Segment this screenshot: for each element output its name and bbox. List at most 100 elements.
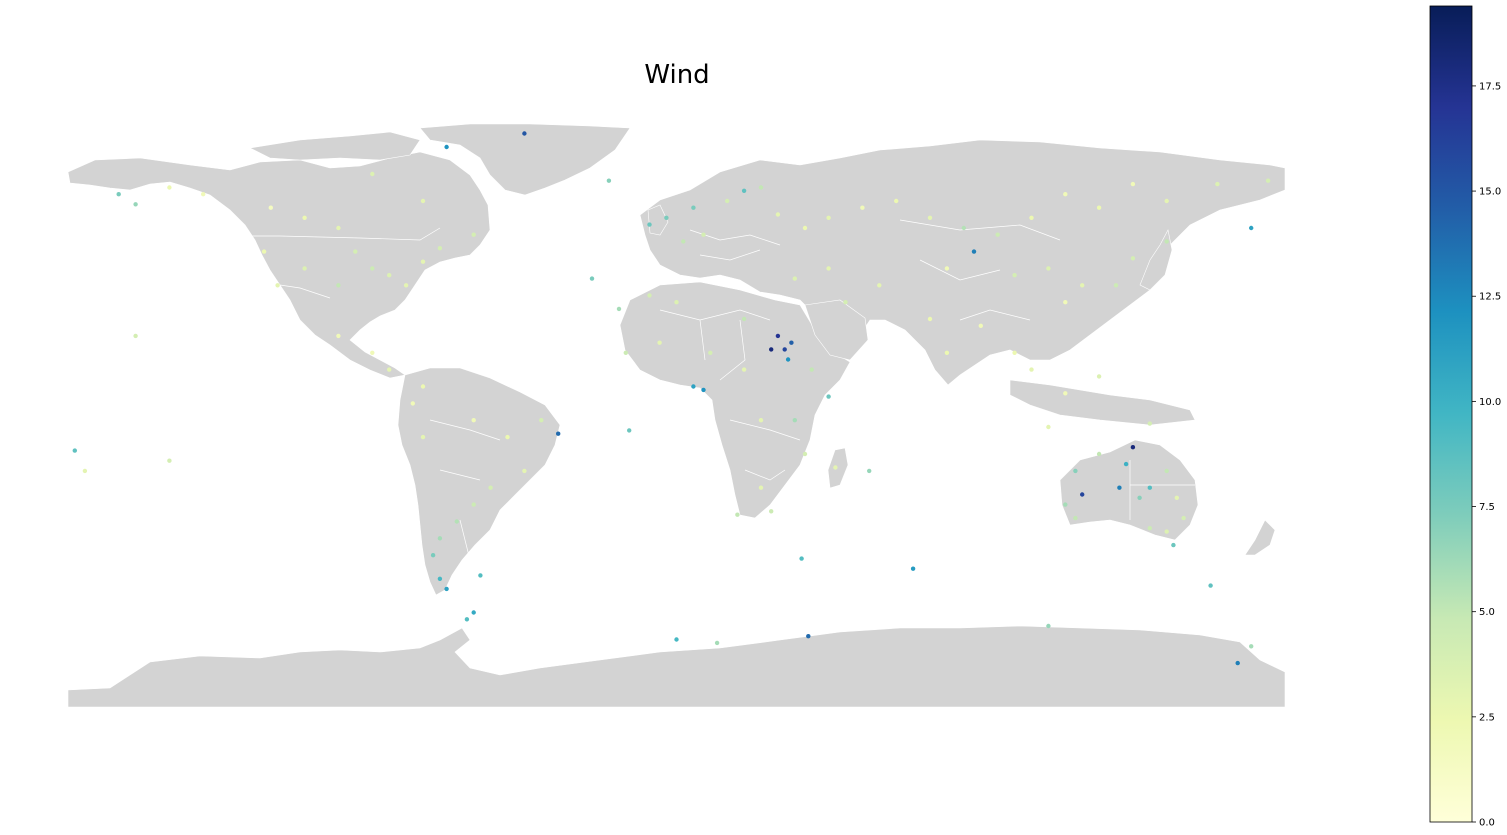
station-point	[799, 556, 804, 561]
new-zealand-landmass	[1244, 519, 1276, 556]
station-point	[1164, 529, 1169, 534]
station-point	[522, 468, 527, 474]
station-point	[910, 566, 916, 571]
station-point	[1096, 451, 1102, 457]
station-point	[471, 610, 476, 615]
station-point	[674, 637, 679, 642]
station-point	[275, 283, 280, 288]
station-point	[1123, 461, 1129, 467]
station-point	[116, 192, 121, 197]
station-point	[268, 205, 273, 210]
madagascar-landmass	[827, 447, 849, 489]
station-point	[708, 350, 713, 355]
station-point	[674, 300, 679, 305]
station-point	[714, 640, 720, 646]
station-point	[1063, 391, 1068, 396]
station-point	[1063, 502, 1068, 507]
station-point	[681, 239, 686, 244]
country-borders	[200, 219, 1195, 561]
border-africa-a	[659, 309, 771, 381]
station-point	[1171, 542, 1176, 548]
station-point	[971, 249, 977, 254]
border-usa-mexico	[259, 281, 331, 299]
station-point	[556, 431, 561, 436]
colorbar-tick-label: 12.5	[1479, 292, 1501, 303]
station-point	[1249, 225, 1254, 231]
station-point	[403, 283, 409, 288]
station-point	[336, 225, 341, 231]
station-point	[802, 225, 808, 231]
station-point	[1096, 205, 1102, 210]
station-point	[1235, 660, 1240, 666]
colorbar-ticks: 0.0 2.5 5.0 7.5 10.0 12.5 15.0 17.5	[1472, 81, 1501, 829]
station-point	[1080, 492, 1085, 497]
station-point	[623, 350, 628, 355]
station-point	[741, 188, 747, 193]
station-point	[691, 205, 696, 210]
station-point	[1147, 485, 1153, 490]
border-usa-canada	[200, 227, 441, 241]
station-point	[471, 502, 476, 507]
station-point	[701, 387, 706, 393]
station-point	[1029, 367, 1034, 372]
station-point	[978, 323, 983, 328]
station-point	[302, 266, 307, 271]
station-point	[1265, 178, 1271, 183]
colorbar-tick-label: 0.0	[1479, 818, 1495, 829]
station-point	[1117, 485, 1122, 490]
station-point	[1181, 515, 1186, 521]
station-point	[775, 212, 781, 217]
station-point	[1130, 256, 1136, 261]
station-point	[72, 448, 78, 453]
station-point	[1130, 181, 1136, 187]
station-point	[792, 418, 797, 423]
station-point	[1215, 181, 1220, 187]
station-point	[437, 576, 443, 581]
station-point	[1046, 623, 1051, 629]
station-point	[843, 300, 848, 305]
station-points	[72, 131, 1271, 666]
station-point	[785, 357, 791, 362]
station-point	[167, 185, 172, 190]
station-point	[792, 276, 797, 281]
station-point	[833, 465, 838, 470]
colorbar-tick-label: 7.5	[1479, 502, 1495, 513]
station-point	[725, 198, 730, 204]
station-point	[1147, 526, 1153, 531]
station-point	[522, 131, 527, 136]
colorbar-tick-label: 10.0	[1479, 397, 1501, 408]
station-point	[1046, 266, 1051, 271]
station-point	[758, 485, 764, 490]
station-point	[1080, 283, 1085, 288]
station-point	[471, 232, 476, 237]
station-point	[927, 316, 933, 322]
station-point	[1113, 283, 1119, 288]
uk-landmass	[647, 204, 669, 236]
station-point	[1164, 239, 1169, 244]
colorbar-tick-label: 5.0	[1479, 607, 1495, 618]
border-australia	[1129, 460, 1195, 520]
greenland-landmass	[419, 123, 631, 196]
station-point	[769, 347, 774, 352]
station-point	[647, 293, 652, 298]
station-point	[961, 225, 966, 231]
station-point	[387, 367, 392, 372]
station-point	[420, 198, 426, 204]
station-point	[471, 418, 476, 423]
station-point	[691, 384, 696, 389]
station-point	[802, 451, 808, 457]
station-point	[410, 401, 415, 406]
australia-landmass	[1059, 439, 1199, 541]
station-point	[1073, 468, 1078, 474]
station-point	[826, 394, 831, 399]
station-point	[1012, 350, 1017, 355]
map-title: Wind	[644, 60, 710, 90]
border-asia	[899, 219, 1061, 321]
station-point	[789, 340, 794, 345]
station-point	[1164, 468, 1169, 474]
colorbar-gradient	[1429, 5, 1473, 823]
station-point	[261, 249, 267, 254]
japan-landmass	[1139, 229, 1173, 291]
